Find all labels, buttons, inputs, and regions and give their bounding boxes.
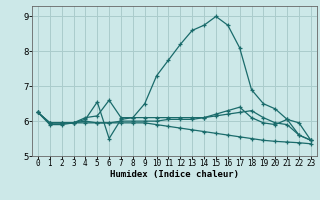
X-axis label: Humidex (Indice chaleur): Humidex (Indice chaleur) <box>110 170 239 179</box>
